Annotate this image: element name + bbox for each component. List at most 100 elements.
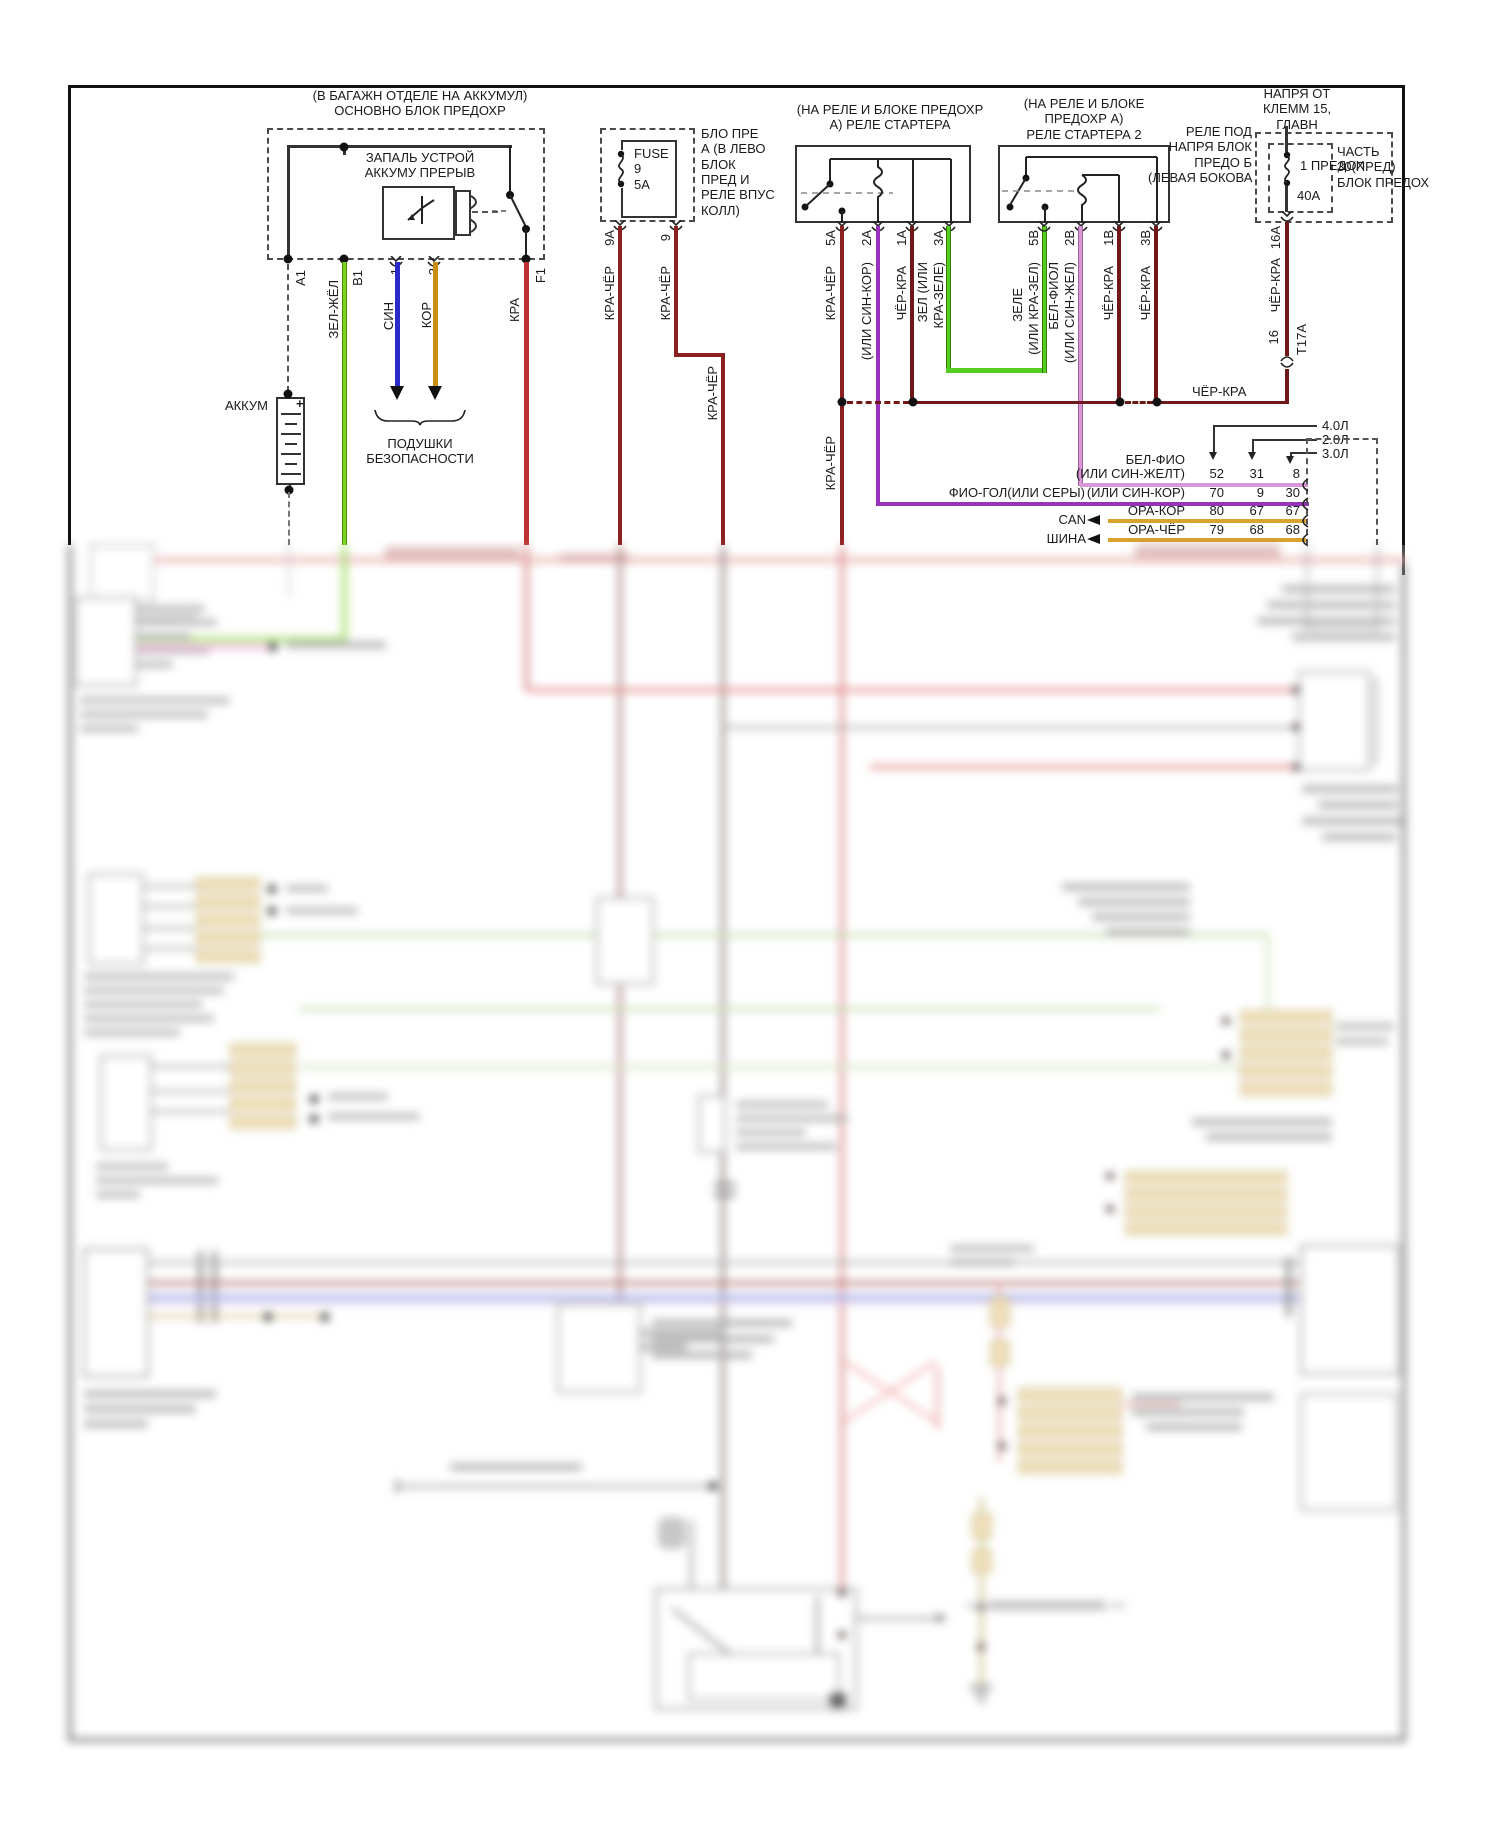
bus-solid-1 — [915, 401, 1117, 404]
connector-row — [1125, 1188, 1287, 1201]
interrupt-device-box — [382, 186, 455, 240]
blur-box — [1300, 1245, 1400, 1375]
blur-dot — [708, 1481, 718, 1491]
blur-blob — [658, 1517, 686, 1549]
ecm-box-left — [1306, 438, 1308, 545]
brace-icon — [374, 409, 466, 426]
text-smudge — [1192, 1118, 1332, 1126]
wire-zel-zhel — [342, 262, 347, 545]
blur-box — [88, 873, 144, 965]
frame-top — [68, 85, 1405, 88]
battery-bottom-dot — [284, 485, 294, 495]
wire-3a-h — [946, 368, 1047, 373]
ecm-box-top — [1306, 438, 1378, 440]
connector-tick — [212, 1251, 217, 1323]
bus-solid-2 — [1159, 401, 1289, 404]
connector-tick — [198, 1251, 203, 1323]
blur-dot — [267, 884, 277, 894]
text-smudge — [84, 1405, 196, 1413]
fuse9-solid-box — [621, 140, 677, 218]
side-relay-note: РЕЛЕ ПОД НАПРЯ БЛОК ПРЕДО Б (ЛЕВАЯ БОКОВ… — [1148, 124, 1253, 185]
battery-top-dot — [283, 389, 293, 399]
text-smudge — [1292, 633, 1395, 641]
bus-dash-1 — [847, 401, 909, 404]
text-smudge — [84, 1420, 148, 1428]
wire-5a-name: КРА-ЧЁР — [823, 266, 838, 321]
text-smudge — [736, 1115, 848, 1122]
blur-dot — [320, 1312, 330, 1322]
text-smudge — [950, 1245, 1034, 1252]
battery-icon — [276, 392, 305, 492]
blur-dot — [268, 642, 278, 652]
wire-2b-pin: 2В — [1062, 230, 1077, 246]
row2-pin2: 9 — [1256, 485, 1264, 500]
battery-block-box — [267, 128, 545, 260]
main-fuse-feed — [1285, 126, 1288, 152]
connector-tick — [395, 1479, 399, 1493]
row4-pin1: 79 — [1209, 522, 1224, 537]
text-smudge — [84, 987, 224, 994]
fuse9-text: FUSE 9 5А — [634, 146, 669, 192]
engine-4l: 4.0Л — [1322, 418, 1349, 433]
stub-right — [857, 1617, 939, 1620]
connector-link — [144, 947, 196, 950]
blur-dot — [263, 1312, 273, 1322]
connector-link — [152, 1065, 230, 1068]
internal-rail — [288, 145, 512, 148]
pin-a1-dot — [283, 254, 293, 264]
wire-gray-mid — [398, 1485, 714, 1488]
bus-dot — [908, 397, 918, 407]
blur-box — [100, 1055, 152, 1151]
wire-red-r2 — [870, 765, 1301, 769]
conn-16-label: 16 — [1266, 330, 1281, 345]
connector-link — [152, 1110, 230, 1113]
text-smudge — [286, 885, 328, 892]
blur-dot — [998, 1397, 1006, 1405]
starter-inner-box — [688, 1653, 840, 1701]
text-smudge — [1132, 1408, 1244, 1416]
connector-link — [144, 885, 196, 888]
airbags-label: ПОДУШКИ БЕЗОПАСНОСТИ — [366, 436, 474, 467]
text-smudge — [1318, 801, 1398, 809]
a1-dashed-wire — [287, 264, 289, 392]
wire-5a-name2: КРА-ЧЁР — [823, 436, 838, 491]
main-fuse-part-note: ЧАСТЬ 30(ПРЕД) БЛОК ПРЕДОХ — [1337, 144, 1430, 190]
text-smudge — [286, 907, 358, 914]
wire-9-pin: 9 — [658, 234, 673, 242]
blur-dot — [1106, 1172, 1114, 1180]
blur-box — [75, 597, 137, 687]
coil-attach-box — [455, 190, 471, 236]
leader-arrow-icon — [1286, 456, 1294, 464]
wire-kra-cher-9-v2 — [721, 353, 725, 545]
wire-16a-below — [1285, 369, 1289, 404]
wire-2a-h — [876, 502, 1309, 506]
wire-3a-pin: 3А — [931, 230, 946, 246]
wire-2b-v — [1078, 226, 1083, 486]
connector-row — [1240, 1082, 1332, 1096]
text-smudge — [84, 1015, 214, 1022]
wire-bus-label: КРА-ЧЁР — [705, 366, 720, 421]
main-fuse-name: 1 ПРЕДОХ — [1300, 158, 1365, 173]
blur-dot — [998, 1442, 1006, 1450]
wire-3b-pin: 3В — [1138, 230, 1153, 246]
connector-row — [196, 931, 260, 945]
main-fuse-title: НАПРЯ ОТ КЛЕММ 15, ГЛАВН — [1262, 86, 1332, 132]
wire-5a-cont — [840, 545, 844, 1597]
connector-exit-icon — [1280, 211, 1294, 222]
battery-dash-cont — [288, 545, 290, 595]
frame-right — [1402, 85, 1405, 575]
ecm-bottom — [1306, 627, 1378, 629]
wire-ora-kor — [1108, 519, 1306, 523]
junction-dot — [339, 142, 349, 152]
text-smudge — [1135, 545, 1280, 557]
blur-dot — [309, 1114, 319, 1124]
text-smudge — [988, 1601, 1106, 1610]
blur-dot — [1292, 763, 1300, 771]
text-smudge — [1078, 898, 1190, 906]
wire-5b-line1: ЗЕЛЕ — [1010, 288, 1025, 322]
connector-entry-icon — [1302, 497, 1309, 511]
leader-40-h — [1213, 425, 1317, 427]
wire-kra-cher-9-h — [674, 353, 725, 357]
text-smudge — [95, 647, 209, 654]
bus-dash-2 — [1125, 401, 1153, 404]
